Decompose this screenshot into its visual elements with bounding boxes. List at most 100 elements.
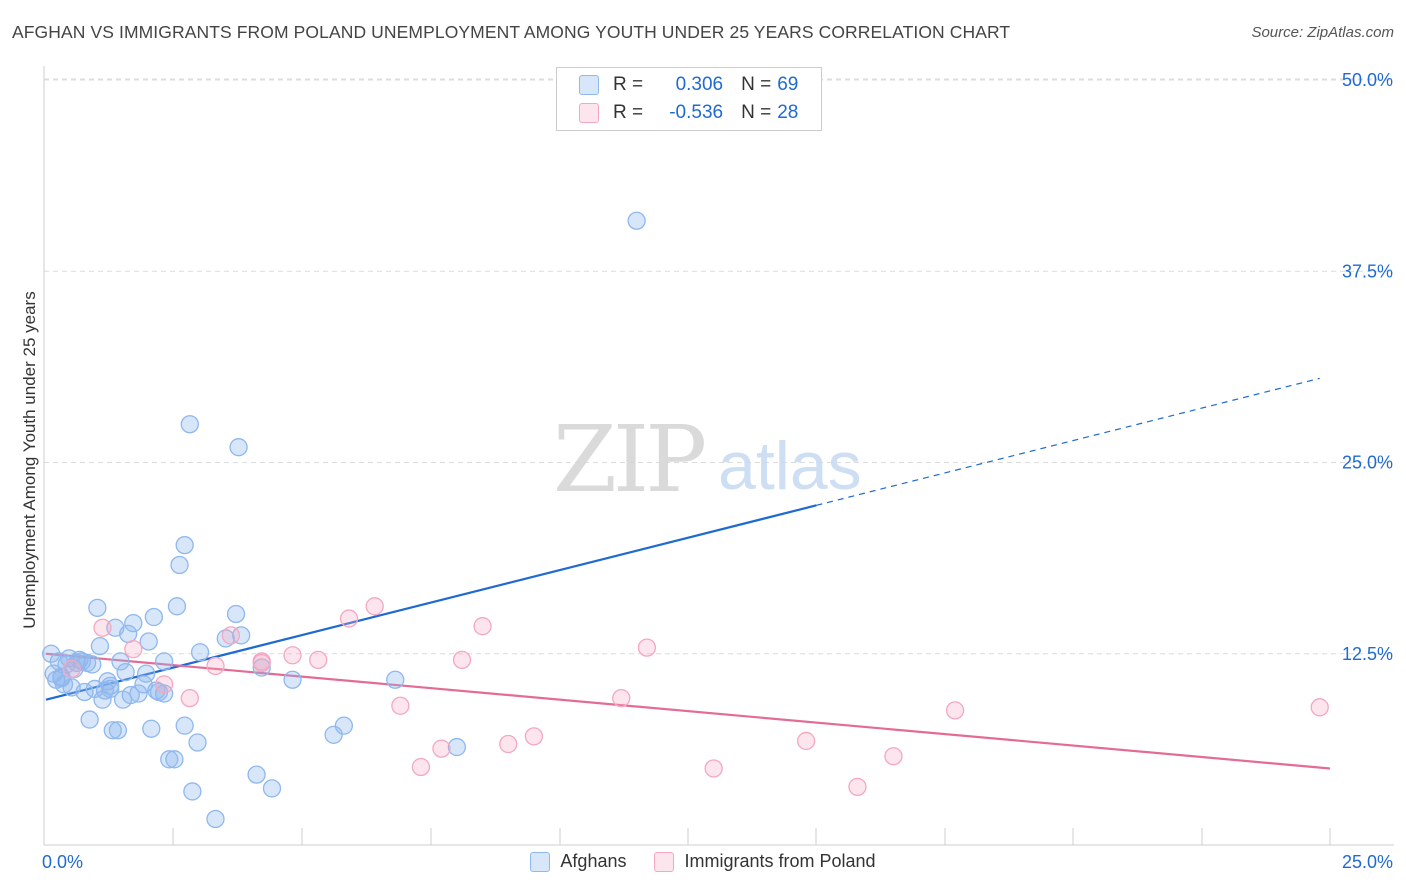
- poland-point: [848, 777, 867, 797]
- afghans-n-value: 69: [777, 74, 799, 95]
- legend-label-poland: Immigrants from Poland: [684, 851, 876, 871]
- afghans-point: [90, 636, 110, 656]
- y-tick-label: 37.5%: [1342, 261, 1393, 281]
- afghans-point: [334, 716, 354, 735]
- legend-item-afghans: Afghans: [530, 851, 626, 872]
- stats-row-afghans: R = 0.306 N = 69: [579, 72, 798, 98]
- poland-point: [339, 609, 359, 628]
- r-label: R =: [613, 102, 644, 123]
- poland-point: [499, 734, 518, 754]
- afghans-point: [124, 614, 143, 633]
- poland-point: [365, 597, 384, 616]
- poland-point: [252, 653, 271, 673]
- afghans-point: [52, 669, 71, 688]
- poland-point: [796, 731, 816, 751]
- poland-point: [391, 696, 410, 715]
- poland-point: [93, 618, 112, 637]
- afghans-point: [175, 535, 194, 555]
- afghans-point: [121, 685, 140, 705]
- afghans-point: [232, 626, 251, 645]
- poland-point: [154, 675, 174, 694]
- poland-point: [432, 739, 451, 758]
- afghans-point: [129, 684, 148, 703]
- afghans-r-value: 0.306: [675, 74, 724, 95]
- poland-point: [283, 646, 302, 665]
- afghans-point: [41, 644, 61, 663]
- afghans-point: [167, 597, 187, 616]
- gridlines: [44, 78, 1394, 655]
- chart-source: Source: ZipAtlas.com: [1251, 24, 1394, 41]
- poland-n-value: 28: [777, 102, 799, 123]
- afghans-point: [101, 676, 120, 696]
- poland-point: [221, 626, 241, 645]
- afghans-point: [154, 652, 174, 671]
- afghans-point: [111, 652, 130, 671]
- poland-point: [309, 650, 328, 670]
- n-label: N =: [741, 102, 772, 123]
- watermark: ZIP atlas: [553, 406, 862, 513]
- afghans-point: [144, 607, 164, 627]
- watermark-zip: ZIP: [553, 406, 704, 513]
- afghans-point: [75, 682, 94, 702]
- y-tick-labels: 12.5% 25.0% 37.5% 50.0%: [1342, 70, 1393, 664]
- afghans-point: [188, 733, 207, 752]
- y-tick-label: 12.5%: [1342, 644, 1393, 664]
- x-tick-label-max: 25.0%: [1341, 852, 1393, 872]
- afghans-point: [160, 750, 179, 769]
- afghans-point: [627, 211, 646, 230]
- r-label: R =: [613, 74, 644, 95]
- afghans-point: [206, 809, 225, 829]
- poland-trend-line: [45, 652, 1331, 770]
- afghans-point: [165, 750, 184, 769]
- poland-point: [1310, 698, 1329, 717]
- trend-lines: [45, 377, 1331, 770]
- afghans-point: [283, 670, 302, 689]
- afghans-point: [183, 782, 202, 801]
- afghans-point: [103, 721, 122, 740]
- poland-point: [180, 688, 199, 708]
- poland-point: [524, 727, 544, 746]
- poland-point: [206, 656, 225, 676]
- afghans-point: [229, 438, 248, 457]
- afghans-point: [324, 725, 343, 744]
- afghans-point: [83, 655, 102, 674]
- afghans-legend-swatch: [530, 851, 551, 872]
- x-tick-label-min: 0.0%: [42, 852, 84, 872]
- afghans-point: [252, 658, 271, 677]
- y-tick-label: 25.0%: [1342, 453, 1393, 473]
- axes: [43, 66, 1394, 846]
- chart-title: AFGHAN VS IMMIGRANTS FROM POLAND UNEMPLO…: [12, 22, 1011, 42]
- afghans-point: [226, 604, 246, 624]
- afghans-point: [80, 710, 99, 729]
- data-points: [41, 211, 1329, 829]
- poland-point: [945, 701, 965, 720]
- afghans-point: [88, 598, 107, 617]
- poland-point: [411, 757, 431, 777]
- afghans-point: [154, 684, 174, 703]
- poland-point: [473, 617, 492, 636]
- poland-point: [884, 747, 903, 766]
- stats-row-poland: R = -0.536 N = 28: [579, 100, 798, 126]
- watermark-atlas: atlas: [718, 428, 862, 504]
- afghans-point: [116, 662, 135, 682]
- poland-r-value: -0.536: [669, 102, 724, 123]
- afghans-point: [170, 555, 189, 575]
- legend-label-afghans: Afghans: [560, 851, 627, 871]
- poland-point: [637, 638, 657, 657]
- afghans-point: [139, 632, 158, 651]
- afghans-trend-line: [45, 504, 817, 701]
- afghans-trend-extension: [816, 377, 1320, 506]
- afghans-point: [190, 643, 210, 662]
- afghans-point: [108, 721, 128, 740]
- afghans-point: [247, 765, 266, 784]
- y-tick-label: 50.0%: [1342, 70, 1393, 90]
- stats-legend: R = 0.306 N = 69 R = -0.536 N = 28: [556, 67, 822, 131]
- poland-point: [452, 650, 472, 670]
- afghans-point: [386, 670, 405, 689]
- afghans-point: [142, 719, 161, 738]
- afghans-point: [137, 664, 156, 683]
- n-label: N =: [741, 74, 772, 95]
- poland-point: [612, 688, 631, 708]
- poland-point: [704, 759, 723, 778]
